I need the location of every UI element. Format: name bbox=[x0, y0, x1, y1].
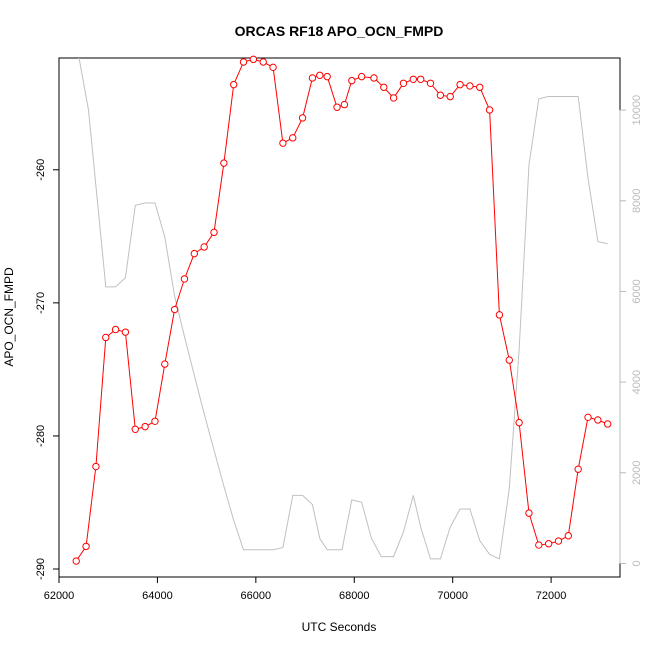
chart-title: ORCAS RF18 APO_OCN_FMPD bbox=[235, 23, 444, 39]
y-tick-label: -260 bbox=[35, 159, 47, 181]
data-point bbox=[505, 356, 513, 364]
data-point bbox=[525, 509, 533, 517]
data-point bbox=[574, 465, 582, 473]
data-point bbox=[594, 416, 602, 424]
x-axis: 62000 64000 66000 68000 70000 72000 bbox=[44, 576, 567, 602]
x-tick-label: 72000 bbox=[536, 590, 567, 602]
y2-tick-label: 4000 bbox=[631, 370, 643, 394]
data-point bbox=[239, 58, 248, 66]
series-layer bbox=[72, 55, 612, 565]
data-point bbox=[544, 540, 553, 548]
data-point bbox=[436, 91, 445, 99]
data-point bbox=[476, 83, 484, 91]
y2-tick-label: 6000 bbox=[631, 279, 643, 303]
x-tick-label: 66000 bbox=[241, 590, 272, 602]
data-point bbox=[131, 425, 139, 433]
data-point bbox=[141, 422, 149, 431]
data-point bbox=[210, 228, 218, 237]
data-point bbox=[426, 79, 435, 87]
data-point bbox=[190, 249, 199, 258]
data-point bbox=[584, 413, 592, 422]
data-point bbox=[72, 557, 80, 565]
y2-tick-label: 8000 bbox=[631, 189, 643, 213]
data-point bbox=[323, 72, 331, 81]
data-point bbox=[269, 63, 277, 72]
y-tick-label: -270 bbox=[35, 292, 47, 314]
data-point bbox=[466, 82, 474, 90]
data-point bbox=[554, 537, 563, 545]
data-point bbox=[229, 80, 238, 89]
data-point bbox=[333, 103, 341, 111]
data-point bbox=[603, 420, 612, 428]
data-point bbox=[279, 139, 287, 147]
data-point bbox=[564, 532, 573, 540]
data-point bbox=[92, 462, 100, 471]
y-tick-label: -290 bbox=[35, 558, 47, 580]
y-axis-label: APO_OCN_FMPD bbox=[2, 267, 16, 367]
data-point bbox=[111, 325, 120, 334]
y2-tick-label: 0 bbox=[631, 560, 643, 566]
plot-frame bbox=[58, 57, 621, 578]
data-point bbox=[380, 83, 388, 91]
data-point bbox=[249, 55, 258, 64]
data-point bbox=[485, 106, 494, 114]
series-line-left bbox=[75, 58, 608, 562]
series-line-right bbox=[78, 58, 608, 560]
data-point bbox=[316, 71, 324, 80]
data-point bbox=[340, 100, 349, 109]
data-point bbox=[399, 79, 408, 87]
x-tick-label: 68000 bbox=[339, 590, 370, 602]
data-point bbox=[308, 74, 317, 82]
y2-tick-label: 2000 bbox=[631, 461, 643, 485]
data-point bbox=[289, 134, 297, 142]
y-axis-right: 0 2000 4000 6000 8000 10000 bbox=[619, 95, 643, 566]
data-point bbox=[357, 72, 366, 81]
data-point bbox=[446, 92, 454, 101]
data-point bbox=[515, 418, 523, 427]
data-point bbox=[180, 275, 189, 283]
data-point bbox=[161, 360, 169, 368]
data-point bbox=[535, 541, 543, 549]
data-point bbox=[409, 75, 418, 83]
data-point bbox=[200, 243, 208, 251]
data-point bbox=[416, 75, 425, 83]
data-point bbox=[170, 305, 179, 314]
y-tick-label: -280 bbox=[35, 425, 47, 447]
data-point bbox=[121, 328, 130, 336]
x-axis-label: UTC Seconds bbox=[302, 620, 377, 634]
x-tick-label: 64000 bbox=[142, 590, 173, 602]
data-point bbox=[82, 542, 90, 551]
y-axis-left: -290 -280 -270 -260 bbox=[35, 159, 60, 580]
y2-tick-label: 10000 bbox=[631, 95, 643, 126]
data-point bbox=[348, 76, 356, 85]
data-point bbox=[220, 159, 228, 167]
data-point bbox=[370, 74, 378, 82]
data-point bbox=[389, 94, 398, 102]
data-point bbox=[495, 311, 504, 319]
data-point bbox=[456, 80, 464, 89]
data-point bbox=[298, 114, 307, 122]
data-point bbox=[259, 58, 267, 66]
data-point bbox=[102, 333, 110, 342]
data-point bbox=[151, 417, 159, 425]
x-tick-label: 70000 bbox=[437, 590, 468, 602]
x-tick-label: 62000 bbox=[44, 590, 75, 602]
